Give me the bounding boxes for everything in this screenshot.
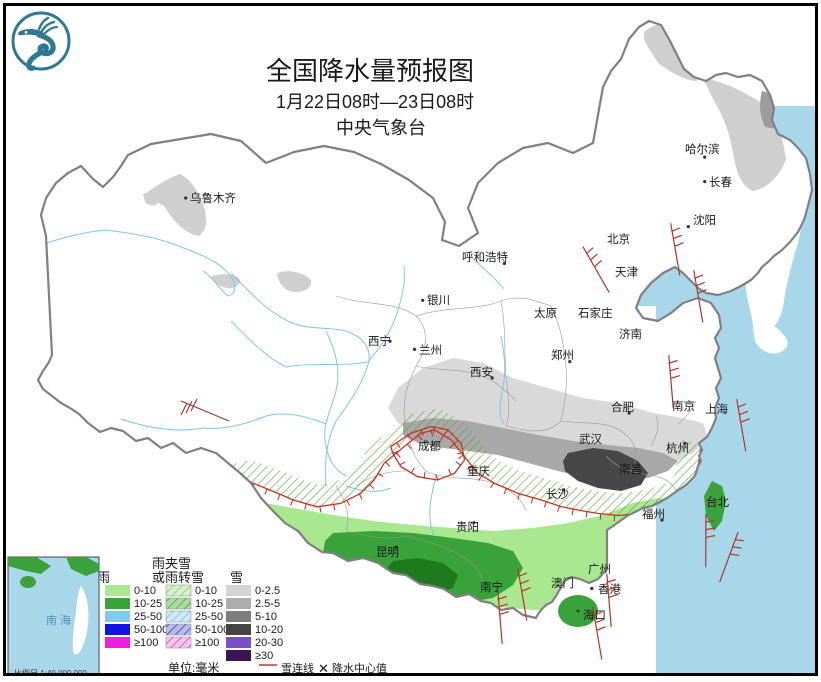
- svg-text:≥100: ≥100: [195, 637, 219, 649]
- svg-text:单位:毫米: 单位:毫米: [168, 660, 219, 675]
- svg-text:25-50: 25-50: [195, 611, 223, 623]
- svg-text:25-50: 25-50: [134, 611, 162, 623]
- svg-text:0-2.5: 0-2.5: [255, 585, 280, 597]
- svg-text:比例尺 1:40 000 000: 比例尺 1:40 000 000: [14, 668, 87, 676]
- svg-text:南 海: 南 海: [46, 613, 71, 627]
- svg-text:10-20: 10-20: [255, 624, 283, 636]
- svg-text:10-25: 10-25: [134, 598, 162, 610]
- svg-text:≥30: ≥30: [255, 650, 273, 662]
- svg-text:0-10: 0-10: [134, 585, 156, 597]
- svg-text:≥100: ≥100: [134, 637, 158, 649]
- svg-text:雪连线: 雪连线: [281, 661, 314, 675]
- svg-text:0-10: 0-10: [195, 585, 217, 597]
- svg-text:5-10: 5-10: [255, 611, 277, 623]
- svg-text:50-100: 50-100: [195, 624, 229, 636]
- svg-text:雨夹雪: 雨夹雪: [152, 556, 191, 571]
- svg-text:降水中心值: 降水中心值: [332, 661, 387, 675]
- svg-text:20-30: 20-30: [255, 637, 283, 649]
- svg-text:50-100: 50-100: [134, 624, 168, 636]
- svg-text:10-25: 10-25: [195, 598, 223, 610]
- svg-text:✕: ✕: [318, 661, 329, 676]
- svg-text:或雨转雪: 或雨转雪: [152, 570, 204, 585]
- svg-text:雪: 雪: [230, 570, 243, 585]
- svg-text:2.5-5: 2.5-5: [255, 598, 280, 610]
